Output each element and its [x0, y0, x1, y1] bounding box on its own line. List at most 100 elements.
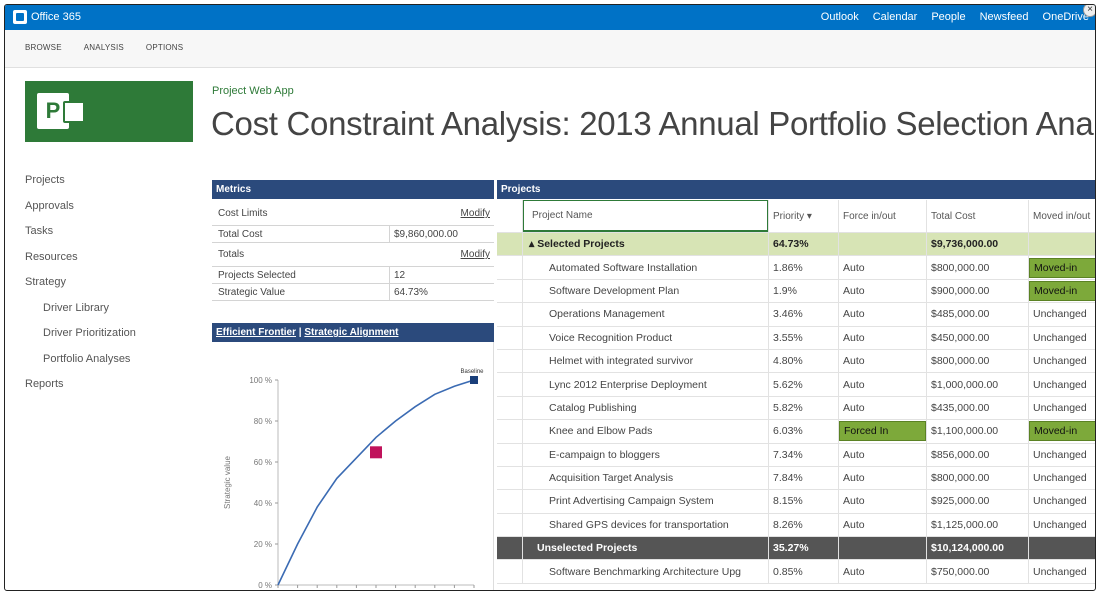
col-moved[interactable]: Moved in/out — [1028, 200, 1095, 232]
project-name-cell[interactable]: Software Development Plan — [549, 284, 680, 297]
moved-in-highlight: Moved-in — [1029, 280, 1095, 301]
selected-group-label[interactable]: ▴ Selected Projects — [529, 238, 625, 251]
nav-reports[interactable]: Reports — [25, 378, 64, 390]
site-name[interactable]: Project Web App — [212, 85, 294, 97]
nav-driver-library[interactable]: Driver Library — [43, 301, 110, 314]
moved-in-highlight: Moved-in — [1029, 421, 1095, 442]
force-cell[interactable]: Auto — [838, 373, 926, 396]
force-cell[interactable]: Auto — [838, 349, 926, 373]
tab-browse[interactable]: BROWSE — [25, 43, 62, 52]
projects-selected-value: 12 — [389, 267, 494, 283]
tab-options[interactable]: OPTIONS — [145, 43, 184, 52]
ribbon: BROWSE ANALYSIS OPTIONS — [5, 30, 1095, 68]
close-icon[interactable]: × — [1083, 5, 1095, 17]
project-name-cell[interactable]: Software Benchmarking Architecture Upg — [549, 565, 742, 578]
force-cell[interactable]: Auto — [838, 443, 926, 466]
priority-cell: 6.03% — [768, 420, 838, 443]
priority-cell: 0.85% — [768, 560, 838, 583]
modify-cost-limits-link[interactable]: Modify — [460, 208, 490, 219]
force-cell[interactable]: Auto — [838, 326, 926, 349]
nav-portfolio-analyses[interactable]: Portfolio Analyses — [43, 352, 131, 365]
y-tick-label: 20 % — [254, 540, 272, 549]
col-project-name[interactable]: Project Name — [523, 200, 768, 232]
force-cell[interactable]: Auto — [838, 396, 926, 420]
col-total-cost[interactable]: Total Cost — [926, 200, 1028, 232]
force-cell[interactable]: Auto — [838, 466, 926, 490]
table-row[interactable]: Automated Software Installation 1.86% Auto… — [497, 256, 1095, 280]
totals-label: Totals — [218, 249, 245, 260]
row-spacer — [497, 513, 523, 537]
table-row[interactable]: Helmet with integrated survivor 4.80% Auto… — [497, 349, 1095, 374]
table-row[interactable]: Acquisition Target Analysis 7.84% Auto $800… — [497, 466, 1095, 491]
nav-approvals[interactable]: Approvals — [25, 199, 74, 212]
cost-limits-label: Cost Limits — [218, 208, 268, 219]
y-tick-label: 0 % — [258, 581, 272, 590]
project-name-cell[interactable]: Knee and Elbow Pads — [549, 425, 653, 438]
force-cell[interactable]: Auto — [838, 513, 926, 537]
priority-cell: 8.15% — [768, 490, 838, 513]
total-cost-cell: $485,000.00 — [926, 303, 1028, 326]
project-name-cell[interactable]: Automated Software Installation — [549, 261, 698, 274]
force-cell[interactable]: Auto — [838, 303, 926, 326]
office365-label: Office 365 — [31, 11, 81, 23]
priority-cell: 5.62% — [768, 373, 838, 396]
nav-strategy[interactable]: Strategy — [25, 276, 66, 288]
nav-tasks[interactable]: Tasks — [25, 225, 54, 237]
project-name-cell[interactable]: Shared GPS devices for transportation — [549, 518, 729, 531]
project-name-cell[interactable]: Lync 2012 Enterprise Deployment — [549, 378, 707, 391]
nav-projects[interactable]: Projects — [25, 174, 65, 186]
project-name-cell[interactable]: Voice Recognition Product — [549, 331, 673, 344]
col-priority[interactable]: Priority ▾ — [768, 200, 838, 232]
table-row[interactable]: Print Advertising Campaign System 8.15% Au… — [497, 490, 1095, 514]
projects-selected-label: Projects Selected — [218, 269, 296, 281]
project-name-cell[interactable]: Catalog Publishing — [549, 401, 637, 414]
total-cost-cell: $925,000.00 — [926, 490, 1028, 513]
force-cell[interactable]: Auto — [838, 560, 926, 583]
table-row[interactable]: Knee and Elbow Pads 6.03% Forced In $1,100,… — [497, 420, 1095, 444]
force-cell[interactable]: Auto — [838, 490, 926, 513]
group-spacer — [497, 233, 523, 256]
table-row[interactable]: E-campaign to bloggers 7.34% Auto $856,000.… — [497, 443, 1095, 467]
table-row[interactable]: Lync 2012 Enterprise Deployment 5.62% Auto… — [497, 373, 1095, 397]
table-row[interactable]: Software Development Plan 1.9% Auto $900,00… — [497, 279, 1095, 304]
nav-driver-prioritization[interactable]: Driver Prioritization — [43, 327, 136, 339]
unselected-group-row[interactable]: Unselected Projects 35.27% $10,124,000.0… — [497, 537, 1095, 561]
project-name-cell[interactable]: Acquisition Target Analysis — [549, 472, 674, 485]
selected-group-row[interactable]: ▴ Selected Projects 64.73% $9,736,000.00 — [497, 233, 1095, 257]
grid-header-row: Project Name Priority ▾ Force in/out Tot… — [497, 200, 1095, 233]
tab-analysis[interactable]: ANALYSIS — [83, 43, 124, 52]
row-spacer — [497, 373, 523, 396]
tab-efficient-frontier[interactable]: Efficient Frontier — [216, 327, 297, 338]
col-force[interactable]: Force in/out — [838, 200, 926, 232]
total-cost-cell: $1,125,000.00 — [926, 513, 1028, 537]
table-row[interactable]: Voice Recognition Product 3.55% Auto $450,0… — [497, 326, 1095, 350]
row-spacer — [497, 443, 523, 466]
selected-group-moved — [1028, 233, 1095, 256]
table-row[interactable]: Shared GPS devices for transportation 8.2… — [497, 513, 1095, 538]
topnav-onedrive[interactable]: OneDrive — [1042, 11, 1089, 23]
modify-totals-link[interactable]: Modify — [460, 249, 490, 260]
project-name-cell[interactable]: Helmet with integrated survivor — [549, 355, 694, 368]
topnav-newsfeed[interactable]: Newsfeed — [979, 11, 1029, 23]
nav-resources[interactable]: Resources — [25, 250, 78, 263]
table-row[interactable]: Operations Management 3.46% Auto $485,000.0… — [497, 303, 1095, 327]
table-row[interactable]: Catalog Publishing 5.82% Auto $435,000.00 Un… — [497, 396, 1095, 421]
tab-strategic-alignment[interactable]: Strategic Alignment — [304, 327, 399, 338]
office365-brand[interactable]: Office 365 — [13, 10, 81, 24]
priority-cell: 1.86% — [768, 256, 838, 279]
topnav-outlook[interactable]: Outlook — [820, 11, 859, 23]
project-name-cell[interactable]: Print Advertising Campaign System — [549, 495, 714, 508]
table-row[interactable]: Software Benchmarking Architecture Upg 0.… — [497, 560, 1095, 584]
moved-cell: Unchanged — [1028, 466, 1095, 490]
project-name-cell[interactable]: Operations Management — [549, 308, 665, 321]
topnav-calendar[interactable]: Calendar — [872, 11, 918, 23]
force-cell[interactable]: Auto — [838, 256, 926, 279]
force-cell[interactable]: Auto — [838, 279, 926, 303]
unselected-group-label[interactable]: Unselected Projects — [537, 542, 638, 555]
topnav-people[interactable]: People — [931, 11, 966, 23]
y-axis-label: Strategic value — [223, 455, 232, 508]
project-name-cell[interactable]: E-campaign to bloggers — [549, 448, 660, 461]
force-cell[interactable]: Forced In — [838, 420, 926, 443]
office-logo-icon — [13, 10, 27, 24]
efficient-frontier-chart: 0 % 20 % 40 % 60 % 80 % 100 % Strategic value B… — [212, 342, 494, 590]
